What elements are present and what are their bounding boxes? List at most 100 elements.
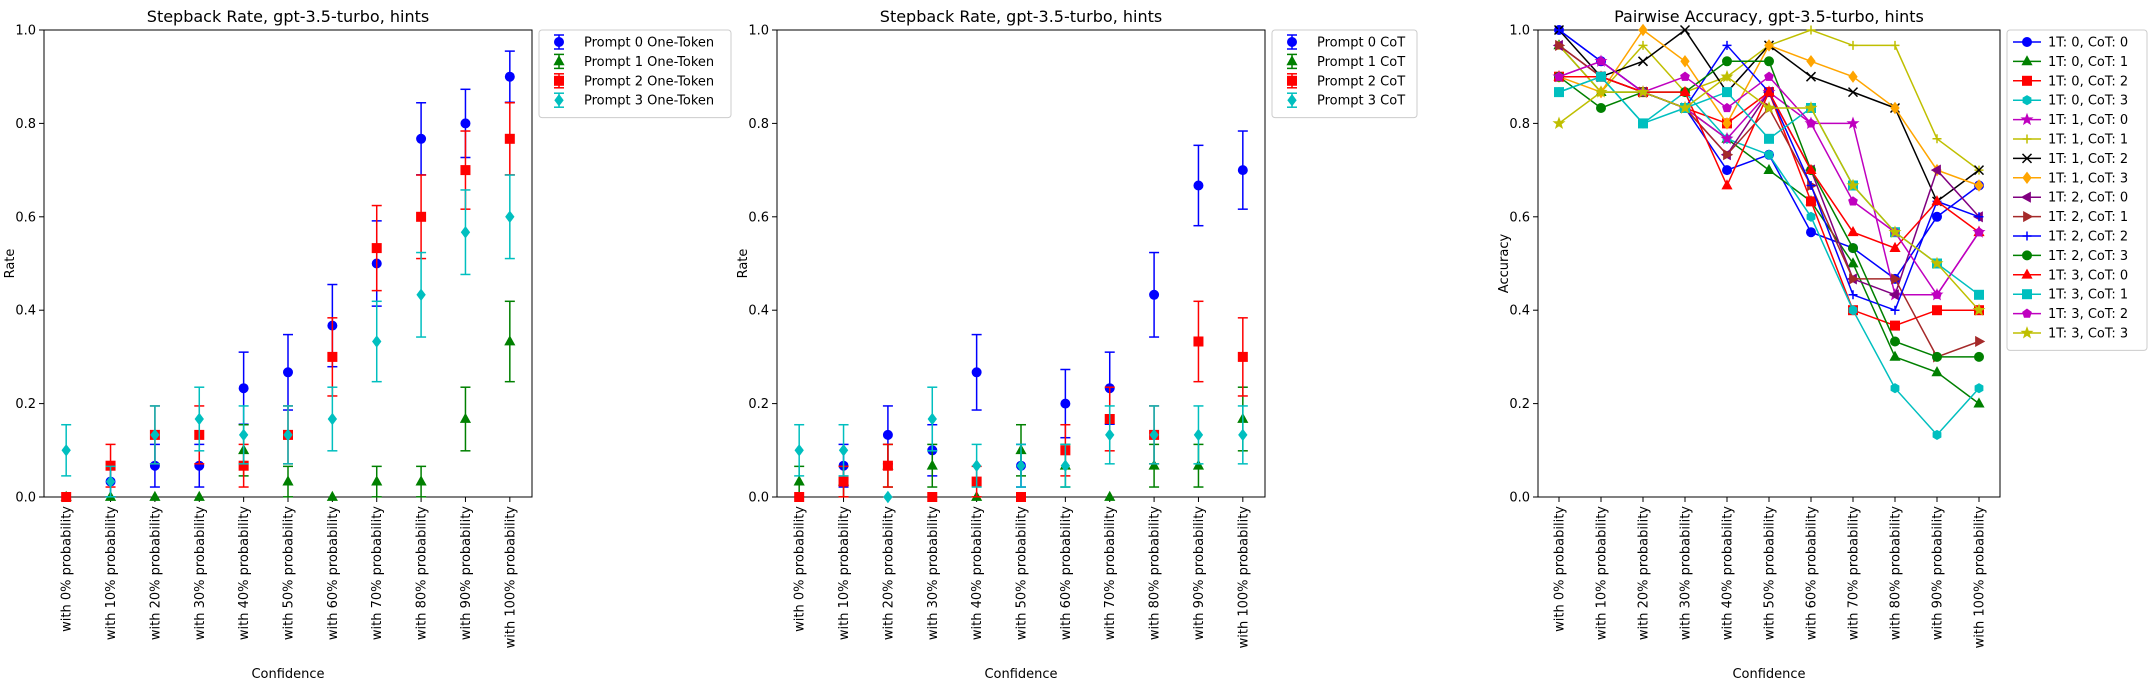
data-point [1806,227,1816,238]
data-point [1764,39,1774,52]
data-point [504,335,516,346]
legend-marker [2023,211,2034,223]
legend-entry: 1T: 1, CoT: 3 [2013,171,2128,186]
data-point [1636,85,1650,98]
data-point [1554,87,1564,98]
x-tick-label: with 20% probability [148,506,163,640]
data-point [194,412,204,426]
series-16 [1552,69,1986,316]
data-point [1848,196,1858,206]
x-tick-label: with 80% probability [1889,506,1904,640]
data-point [838,476,849,487]
x-tick-label: with 60% probability [1059,506,1074,640]
data-point [1974,212,1984,222]
x-tick-label: with 60% probability [326,506,341,640]
data-point [1890,101,1900,115]
data-point [61,492,72,502]
y-tick-label: 0.6 [1509,210,1530,225]
data-point [1932,289,1942,299]
legend-marker [2020,112,2034,126]
data-point [1721,179,1733,190]
data-point [1932,211,1942,222]
legend-entry: 1T: 0, CoT: 3 [2013,94,2128,109]
data-point [1974,179,1984,192]
data-point [1890,336,1900,347]
legend-frame [538,29,732,119]
legend: 1T: 0, CoT: 0 1T: 0, CoT: 1 1T: 0, CoT: 2 1… [2006,29,2148,351]
chart-title: Stepback Rate, gpt-3.5-turbo, hints [147,7,429,26]
legend-label: 1T: 0, CoT: 0 [2048,36,2128,51]
legend-entry: Prompt 1 One-Token [553,53,714,70]
data-point [1931,195,1943,206]
data-point [1974,383,1984,394]
x-tick-label: with 90% probability [459,506,474,640]
x-tick-label: with 80% probability [415,506,430,640]
legend-entry: 1T: 0, CoT: 1 [2013,55,2128,70]
data-point [1237,351,1248,362]
legend-marker [2020,326,2034,339]
data-point [1890,383,1900,394]
data-point [1890,320,1900,331]
data-layer [793,130,1249,504]
data-point [1723,149,1734,161]
x-tick-label: with 90% probability [1931,506,1946,640]
data-point [460,165,471,176]
y-axis-label: Rate [736,249,751,279]
data-point [1972,303,1986,316]
legend-entry: 1T: 2, CoT: 2 [2013,230,2128,245]
data-point [1889,350,1901,361]
data-point [1889,241,1901,252]
legend-marker [2022,250,2032,261]
series-4 [794,386,1248,504]
data-point [150,428,160,442]
legend-marker [2022,289,2032,300]
data-point [794,492,805,502]
data-point [1722,40,1732,50]
data-point [238,428,249,442]
data-point [415,475,427,486]
x-tick-label: with 60% probability [1805,506,1820,640]
data-point [505,210,515,224]
data-point [1847,226,1859,237]
data-point [1847,257,1859,268]
x-tick-label: with 20% probability [1637,506,1652,640]
x-tick-label: with 30% probability [1679,506,1694,640]
data-point [1680,71,1690,81]
x-tick-label: with 70% probability [1103,506,1118,640]
y-tick-label: 0.8 [1509,117,1530,132]
data-point [1678,101,1692,114]
legend-entry: 1T: 3, CoT: 0 [2013,268,2128,283]
data-point [459,412,472,423]
data-point [1149,428,1159,442]
data-point [1764,133,1774,144]
data-point [371,475,383,486]
x-tick-label: with 100% probability [503,506,518,649]
data-point [1848,70,1858,83]
legend-label: Prompt 0 One-Token [584,36,714,51]
data-point [1763,163,1775,174]
data-point [1846,116,1860,129]
y-tick-label: 0.2 [748,397,769,412]
data-point [283,367,293,378]
legend-marker [2021,153,2033,164]
data-point [1105,428,1115,442]
legend-marker [2022,95,2032,106]
x-tick-label: with 90% probability [1192,506,1207,640]
y-tick-label: 0.0 [1509,491,1530,506]
data-point [1238,428,1248,442]
y-tick-label: 0.8 [15,117,36,132]
legend-entry: Prompt 2 One-Token [554,73,714,89]
legend-entry: Prompt 0 One-Token [554,34,714,51]
legend-entry: Prompt 0 CoT [1287,34,1405,51]
legend-entry: 1T: 2, CoT: 0 [2013,191,2128,206]
data-point [1932,305,1942,316]
y-tick-label: 1.0 [748,24,769,39]
chart-title: Pairwise Accuracy, gpt-3.5-turbo, hints [1614,7,1924,26]
legend: Prompt 0 CoT Prompt 1 CoT Prompt 2 CoT Prom… [1271,29,1418,119]
data-point [1764,71,1774,81]
data-point [1722,56,1732,67]
legend-frame [1271,29,1418,119]
data-point [1890,305,1900,315]
legend: Prompt 0 One-Token Prompt 1 One-Token Prom… [538,29,732,119]
data-point [1974,227,1984,237]
